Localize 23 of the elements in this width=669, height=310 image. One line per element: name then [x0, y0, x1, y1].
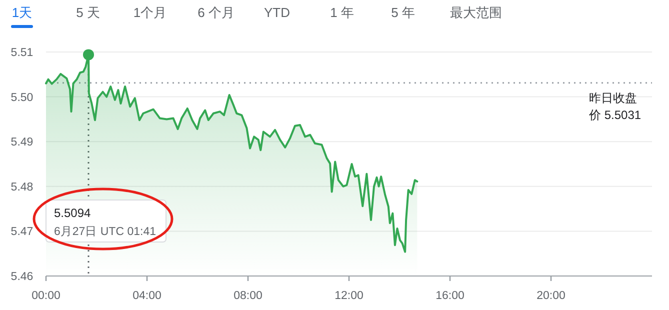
text: 最大范围 [450, 5, 502, 20]
annotation: 5.5094 [54, 206, 92, 220]
y-tick-label: 5.50 [10, 92, 34, 104]
x-tick-label: 16:00 [436, 290, 464, 302]
text: 6 个月 [198, 5, 234, 20]
x-tick-label: 20:00 [536, 290, 566, 302]
x-tick-label: 04:00 [132, 290, 162, 302]
ref-line-label: 昨日收盘价 5.5031 [588, 90, 642, 122]
text: 1天 [12, 5, 32, 20]
x-tick-label: 00:00 [32, 290, 60, 302]
x-tick-label: 12:00 [334, 290, 364, 302]
y-tick-label: 5.48 [10, 181, 34, 194]
text: 5 年 [391, 5, 415, 20]
text: 5 天 [76, 5, 100, 20]
x-tick-label: 08:00 [234, 290, 262, 302]
text: 1 年 [330, 5, 354, 20]
text: 1个月 [133, 5, 167, 20]
y-tick-label: 5.47 [10, 226, 34, 238]
y-tick-label: 5.49 [10, 136, 34, 149]
y-tick-label: 5.46 [10, 271, 34, 283]
y-tick-label: 5.51 [10, 47, 34, 59]
annotation: 6月27日 UTC 01:41 [54, 225, 156, 238]
text: YTD [264, 5, 290, 20]
